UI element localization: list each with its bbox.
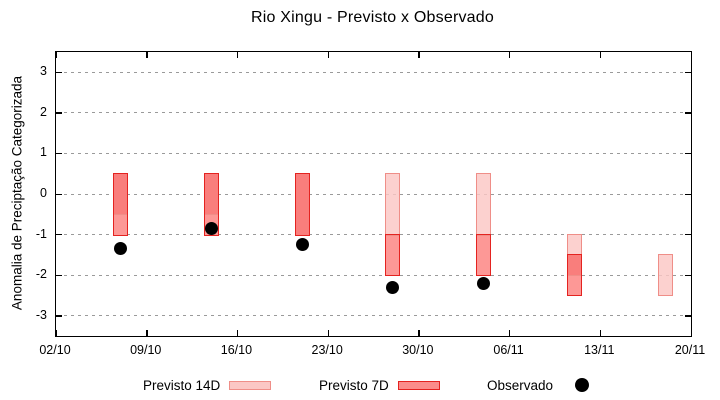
x-tick-mark-top bbox=[690, 52, 692, 58]
legend-label-observado: Observado bbox=[487, 377, 554, 393]
forecast-7d-border bbox=[385, 233, 401, 277]
x-tick-mark-bottom bbox=[236, 330, 239, 336]
legend-label-previsto-14d: Previsto 14D bbox=[143, 377, 221, 393]
forecast-7d-border bbox=[204, 172, 219, 236]
y-tick-mark-right bbox=[685, 112, 691, 114]
forecast-bar-segment bbox=[386, 234, 400, 276]
gridline bbox=[57, 274, 690, 276]
forecast-14d-border bbox=[385, 172, 401, 236]
observed-point bbox=[205, 221, 218, 235]
gridline bbox=[57, 315, 690, 317]
x-tick-label: 30/10 bbox=[402, 343, 434, 357]
y-tick-mark-left bbox=[56, 152, 62, 155]
forecast-bar-segment bbox=[386, 173, 400, 235]
x-tick-mark-top bbox=[55, 52, 57, 58]
x-tick-label: 23/10 bbox=[311, 343, 343, 357]
forecast-bar-segment bbox=[295, 173, 309, 235]
observed-point bbox=[295, 238, 309, 252]
forecast-bar-segment bbox=[567, 275, 581, 296]
x-tick-mark-top bbox=[509, 52, 511, 58]
forecast-7d-border bbox=[566, 253, 582, 297]
x-tick-mark-top bbox=[599, 52, 602, 58]
y-tick-mark-right bbox=[685, 234, 691, 236]
x-tick-label: 09/10 bbox=[130, 343, 162, 357]
y-tick-label: 3 bbox=[40, 64, 47, 79]
forecast-bar-segment bbox=[567, 234, 581, 255]
legend-swatch-14d bbox=[229, 380, 272, 390]
forecast-bar-segment bbox=[658, 254, 672, 296]
gridline bbox=[57, 193, 690, 195]
x-tick-mark-bottom bbox=[327, 330, 329, 336]
x-tick-mark-top bbox=[327, 52, 329, 58]
x-tick-label: 13/11 bbox=[584, 343, 615, 357]
forecast-7d-border bbox=[476, 233, 492, 277]
x-tick-mark-bottom bbox=[55, 330, 57, 336]
x-tick-mark-bottom bbox=[599, 330, 602, 336]
y-tick-label: 0 bbox=[40, 186, 47, 200]
forecast-bar-segment bbox=[114, 214, 128, 235]
y-tick-mark-right bbox=[685, 71, 691, 74]
gridline bbox=[57, 112, 690, 114]
y-tick-mark-left bbox=[56, 274, 62, 276]
y-tick-label: 1 bbox=[40, 145, 47, 160]
y-tick-mark-right bbox=[685, 274, 691, 276]
y-tick-mark-right bbox=[685, 152, 691, 155]
x-tick-mark-top bbox=[146, 52, 148, 58]
x-tick-mark-bottom bbox=[509, 330, 511, 336]
x-tick-label: 02/10 bbox=[39, 343, 71, 357]
y-tick-mark-right bbox=[685, 193, 691, 195]
legend-item-observado: Observado bbox=[487, 374, 590, 396]
y-tick-label: -3 bbox=[35, 307, 47, 322]
gridline bbox=[57, 152, 690, 154]
forecast-bar-segment bbox=[477, 234, 491, 276]
y-tick-label: 2 bbox=[40, 104, 47, 119]
y-tick-mark-left bbox=[56, 315, 62, 317]
x-tick-mark-bottom bbox=[690, 330, 692, 336]
forecast-bar-segment bbox=[477, 173, 491, 235]
chart-title: Rio Xingu - Previsto x Observado bbox=[251, 9, 494, 26]
y-tick-mark-left bbox=[56, 234, 62, 236]
x-tick-mark-top bbox=[236, 52, 239, 58]
forecast-bar-segment bbox=[114, 173, 128, 215]
legend-label-previsto-7d: Previsto 7D bbox=[319, 377, 389, 393]
forecast-14d-border bbox=[657, 253, 673, 297]
x-tick-label: 06/11 bbox=[493, 343, 524, 357]
y-tick-mark-left bbox=[56, 112, 62, 114]
legend-dot-observado bbox=[575, 378, 590, 392]
forecast-bar-segment bbox=[567, 254, 581, 276]
gridline bbox=[57, 234, 690, 236]
observed-point bbox=[477, 276, 491, 290]
x-tick-mark-bottom bbox=[418, 330, 420, 336]
legend-item-previsto-7d: Previsto 7D bbox=[319, 374, 440, 396]
legend-swatch-7d bbox=[397, 380, 440, 390]
x-tick-mark-top bbox=[418, 52, 420, 58]
gridline bbox=[57, 71, 690, 73]
observed-point bbox=[386, 280, 400, 294]
y-tick-mark-left bbox=[56, 71, 62, 74]
x-tick-mark-bottom bbox=[146, 330, 148, 336]
forecast-7d-border bbox=[113, 172, 129, 236]
plot-area bbox=[55, 51, 692, 337]
y-tick-label: -2 bbox=[35, 267, 47, 282]
y-tick-mark-left bbox=[56, 193, 62, 195]
legend-item-previsto-14d: Previsto 14D bbox=[143, 374, 272, 396]
x-tick-label: 20/11 bbox=[674, 343, 706, 357]
x-tick-label: 16/10 bbox=[220, 343, 253, 357]
y-tick-label: -1 bbox=[35, 226, 47, 241]
y-tick-mark-right bbox=[685, 315, 691, 317]
legend: Previsto 14D Previsto 7D Observado bbox=[0, 374, 720, 398]
observed-point bbox=[114, 242, 128, 256]
forecast-7d-border bbox=[294, 172, 310, 236]
forecast-bar-segment bbox=[205, 173, 218, 215]
forecast-14d-border bbox=[476, 172, 492, 236]
